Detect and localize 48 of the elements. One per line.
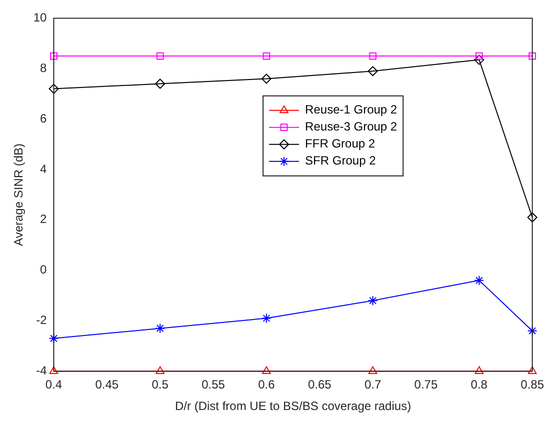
x-tick-label: 0.8 [470, 378, 488, 392]
legend-label: Reuse-3 Group 2 [305, 120, 398, 134]
x-tick-label: 0.65 [308, 378, 332, 392]
point [48, 333, 59, 344]
point [50, 52, 58, 60]
point [368, 366, 378, 374]
x-tick-label: 0.7 [364, 378, 382, 392]
x-tick-label: 0.4 [45, 378, 62, 392]
point [475, 52, 483, 60]
point [369, 52, 376, 60]
point [474, 366, 484, 374]
point [48, 84, 59, 94]
y-tick-label: 2 [40, 212, 48, 226]
point [474, 275, 484, 286]
point [528, 52, 536, 60]
y-tick-label: 8 [40, 60, 48, 75]
y-tick-label: 0 [40, 262, 48, 277]
y-tick-label: -4 [36, 364, 48, 378]
point [261, 74, 272, 84]
point [368, 66, 378, 76]
point [368, 296, 378, 306]
point [262, 366, 271, 374]
point [155, 78, 166, 89]
point [474, 54, 484, 65]
legend-label: SFR Group 2 [305, 154, 376, 168]
x-tick-label: 0.5 [152, 378, 169, 392]
x-tick-label: 0.75 [414, 378, 438, 392]
x-tick-label: 0.6 [258, 378, 276, 392]
y-tick-label: 6 [40, 111, 48, 126]
point [156, 366, 164, 374]
legend-label: Reuse-1 Group 2 [305, 102, 398, 117]
y-tick-label: -2 [36, 313, 48, 328]
point [262, 52, 270, 60]
y-tick-label: 4 [40, 162, 48, 176]
y-axis-title: Average SINR (dB) [12, 143, 26, 246]
point [156, 52, 164, 60]
point [527, 212, 538, 222]
x-axis-title: D/r (Dist from UE to BS/BS coverage radius) [174, 399, 412, 414]
y-tick-label: 10 [33, 10, 48, 25]
point [49, 366, 58, 374]
point [155, 323, 166, 334]
point [528, 366, 537, 374]
x-tick-label: 0.85 [520, 378, 544, 392]
point [261, 313, 272, 324]
legend-label: FFR Group 2 [305, 136, 376, 151]
x-tick-label: 0.45 [95, 378, 119, 392]
point [527, 326, 538, 336]
x-tick-label: 0.55 [202, 378, 226, 392]
